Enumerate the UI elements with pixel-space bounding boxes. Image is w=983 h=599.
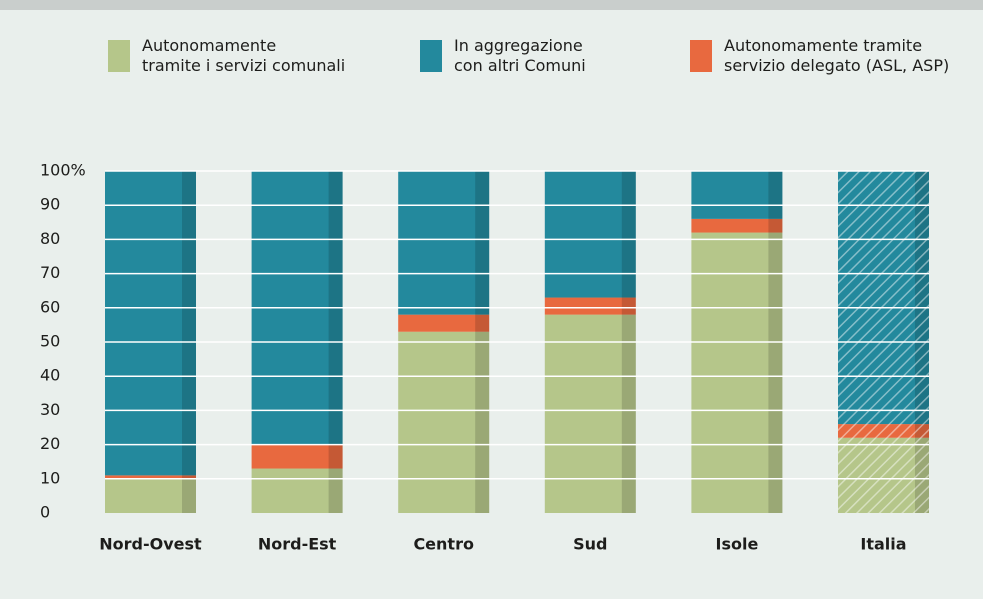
legend-label: Autonomamente tramite servizio delegato … bbox=[724, 36, 950, 75]
y-tick-label: 90 bbox=[40, 195, 60, 214]
bar-segment bbox=[398, 331, 490, 513]
y-tick-label: 30 bbox=[40, 400, 60, 419]
x-tick-label: Sud bbox=[573, 535, 607, 554]
y-tick-label: 70 bbox=[40, 263, 60, 282]
bar-segment bbox=[251, 468, 343, 513]
x-tick-label: Isole bbox=[715, 535, 758, 554]
bar-segment bbox=[691, 218, 783, 233]
bar-segment bbox=[398, 314, 490, 332]
y-tick-label: 10 bbox=[40, 468, 60, 487]
bar-segment bbox=[691, 171, 783, 219]
bar-segment bbox=[251, 444, 343, 469]
legend-item: Autonomamente tramite servizio delegato … bbox=[690, 36, 949, 76]
legend-item: In aggregazione con altri Comuni bbox=[420, 36, 586, 76]
bar-segment bbox=[544, 297, 636, 315]
y-tick-label: 50 bbox=[40, 332, 60, 351]
y-tick-label: 80 bbox=[40, 229, 60, 248]
legend-swatch bbox=[108, 40, 130, 72]
bar-segment bbox=[105, 475, 196, 479]
y-tick-label: 20 bbox=[40, 434, 60, 453]
y-tick-label: 100% bbox=[40, 161, 86, 180]
legend-label: Autonomamente tramite i servizi comunali bbox=[142, 36, 346, 75]
y-tick-label: 0 bbox=[40, 503, 50, 522]
legend-swatch bbox=[690, 40, 712, 72]
y-tick-label: 40 bbox=[40, 366, 60, 385]
legend-label: In aggregazione con altri Comuni bbox=[454, 36, 586, 75]
bar-segment bbox=[544, 314, 636, 513]
x-tick-label: Italia bbox=[860, 535, 906, 554]
bar-segment bbox=[105, 171, 196, 476]
bar-segment bbox=[398, 171, 490, 315]
legend-swatch bbox=[420, 40, 442, 72]
legend-item: Autonomamente tramite i servizi comunali bbox=[108, 36, 345, 76]
bar-segment bbox=[544, 171, 636, 298]
top-bar bbox=[0, 0, 983, 10]
x-tick-label: Centro bbox=[413, 535, 474, 554]
y-tick-label: 60 bbox=[40, 297, 60, 316]
x-tick-label: Nord-Ovest bbox=[99, 535, 202, 554]
x-tick-label: Nord-Est bbox=[258, 535, 337, 554]
bar-segment bbox=[105, 478, 196, 513]
bar-segment bbox=[691, 232, 783, 513]
